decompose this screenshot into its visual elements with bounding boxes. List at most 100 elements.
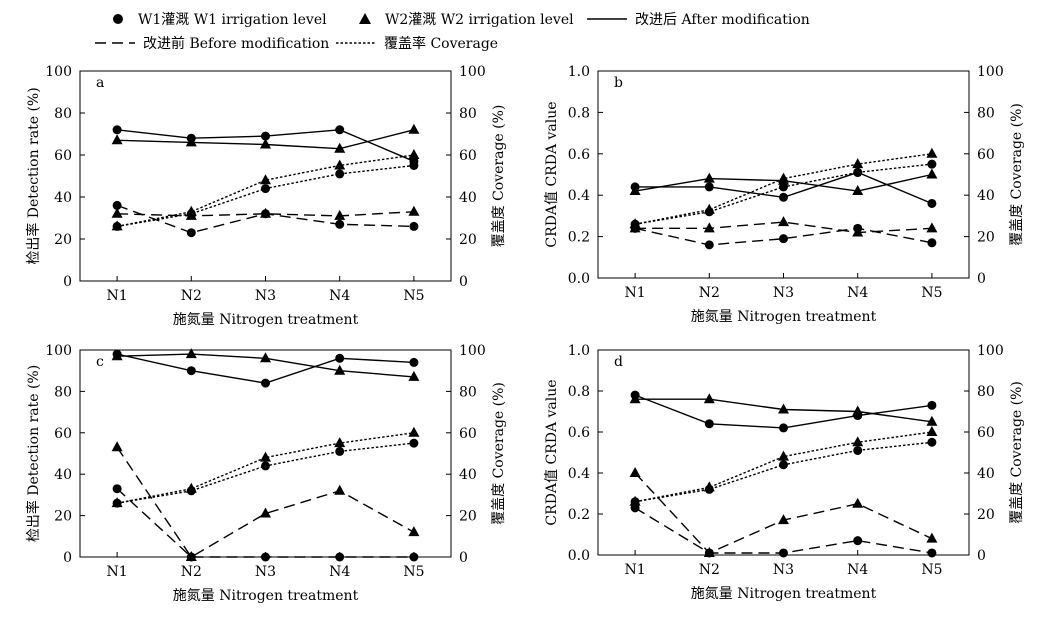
data-point-triangle bbox=[111, 441, 123, 452]
data-point-circle bbox=[409, 438, 419, 448]
y2-tick-label: 20 bbox=[977, 230, 995, 246]
series-line bbox=[634, 472, 933, 554]
data-point-circle bbox=[853, 445, 863, 455]
series-line bbox=[116, 446, 415, 558]
data-point-triangle bbox=[408, 526, 420, 537]
y2-tick-label: 20 bbox=[459, 509, 477, 525]
y2-tick-label: 100 bbox=[459, 343, 486, 359]
y2-tick-label: 60 bbox=[977, 425, 995, 441]
data-point-circle bbox=[335, 353, 345, 363]
y2-axis-label: 覆盖度 Coverage (%) bbox=[1009, 381, 1025, 524]
data-point-circle bbox=[779, 548, 788, 558]
panel-label: a bbox=[96, 75, 104, 91]
legend-marker-circle bbox=[113, 14, 123, 24]
x-tick-label: N1 bbox=[625, 285, 646, 301]
data-point-circle bbox=[779, 234, 788, 244]
data-point-triangle bbox=[260, 352, 271, 363]
x-axis-label: 施氮量 Nitrogen treatment bbox=[691, 586, 877, 602]
data-point-circle bbox=[779, 182, 788, 192]
x-tick-label: N4 bbox=[847, 562, 868, 578]
y2-tick-label: 60 bbox=[459, 426, 477, 442]
legend-label: W1灌溉 W1 irrigation level bbox=[138, 12, 327, 28]
data-point-triangle bbox=[926, 168, 938, 179]
series-line bbox=[116, 432, 414, 504]
y2-tick-label: 20 bbox=[977, 507, 995, 523]
legend-label: 改进前 Before modification bbox=[143, 35, 329, 52]
x-tick-label: N5 bbox=[921, 562, 942, 578]
data-point-triangle bbox=[629, 467, 641, 477]
y-tick-label: 0.6 bbox=[568, 147, 590, 163]
data-point-triangle bbox=[334, 159, 346, 170]
y-tick-label: 0.8 bbox=[568, 105, 590, 121]
series-w1-coverage bbox=[112, 438, 419, 508]
data-point-triangle bbox=[185, 551, 197, 561]
legend-item-before: 改进前 Before modification bbox=[95, 35, 329, 52]
legend-item-after: 改进后 After modification bbox=[587, 12, 810, 28]
data-point-circle bbox=[779, 423, 788, 433]
series-line bbox=[634, 431, 932, 503]
y2-axis-label: 覆盖度 Coverage (%) bbox=[491, 382, 507, 525]
data-point-triangle bbox=[926, 415, 938, 426]
series-w2-coverage bbox=[629, 147, 938, 229]
data-point-circle bbox=[112, 200, 122, 210]
data-point-triangle bbox=[334, 364, 346, 375]
data-point-triangle bbox=[334, 484, 346, 495]
data-point-circle bbox=[927, 437, 937, 447]
data-point-circle bbox=[335, 446, 345, 456]
legend-label: 改进后 After modification bbox=[635, 12, 810, 28]
data-point-triangle bbox=[111, 207, 123, 218]
data-point-triangle bbox=[629, 218, 641, 229]
data-point-triangle bbox=[408, 426, 420, 437]
y-axis-label: 检出率 Detection rate (%) bbox=[25, 87, 42, 264]
y-tick-label: 0.8 bbox=[568, 384, 590, 400]
y-tick-label: 0.0 bbox=[568, 271, 590, 287]
data-point-circle bbox=[779, 460, 788, 470]
legend-label: 覆盖率 Coverage bbox=[384, 35, 498, 52]
y-tick-label: 0.6 bbox=[568, 425, 590, 441]
panel-d: d 0.0 0.2 0.4 0.6 0.8 1.0 0 20 40 60 80 100 N1 N2 N3 N4 N… bbox=[544, 343, 1025, 602]
data-point-triangle bbox=[111, 350, 123, 361]
x-tick-label: N3 bbox=[773, 562, 794, 578]
data-point-circle bbox=[409, 552, 419, 562]
x-tick-label: N5 bbox=[403, 564, 424, 580]
x-tick-label: N4 bbox=[847, 285, 868, 301]
x-tick-label: N4 bbox=[329, 564, 350, 580]
panel-b: b 0.0 0.2 0.4 0.6 0.8 1.0 0 20 40 60 80 100 N1 N2 N3 N4 N… bbox=[544, 64, 1025, 325]
data-point-triangle bbox=[703, 393, 715, 404]
data-point-triangle bbox=[852, 405, 864, 416]
data-point-triangle bbox=[260, 138, 271, 149]
panel-label: d bbox=[614, 354, 623, 370]
data-point-circle bbox=[704, 419, 714, 429]
data-point-circle bbox=[112, 484, 122, 494]
y-axis-label: CRDA值 CRDA value bbox=[544, 101, 560, 247]
data-point-triangle bbox=[260, 507, 271, 518]
y-tick-label: 0 bbox=[63, 274, 72, 290]
data-point-triangle bbox=[629, 185, 641, 196]
data-point-circle bbox=[704, 182, 714, 192]
data-point-triangle bbox=[926, 426, 938, 436]
data-point-circle bbox=[112, 125, 122, 135]
data-point-triangle bbox=[703, 546, 715, 557]
y2-tick-label: 40 bbox=[459, 190, 477, 206]
x-tick-label: N2 bbox=[699, 562, 720, 578]
data-point-triangle bbox=[260, 207, 271, 218]
y-tick-label: 40 bbox=[54, 467, 72, 483]
data-point-triangle bbox=[629, 495, 641, 506]
data-point-circle bbox=[927, 198, 937, 208]
data-point-circle bbox=[927, 548, 937, 558]
y-tick-label: 1.0 bbox=[568, 343, 590, 359]
data-point-circle bbox=[335, 219, 345, 229]
x-tick-label: N5 bbox=[921, 285, 942, 301]
y2-tick-label: 0 bbox=[977, 271, 986, 287]
y2-tick-label: 60 bbox=[977, 147, 995, 163]
y2-tick-label: 80 bbox=[977, 105, 995, 121]
data-point-triangle bbox=[852, 497, 864, 508]
y-tick-label: 0.0 bbox=[568, 548, 590, 564]
panel-label: c bbox=[96, 354, 104, 370]
legend-marker-triangle bbox=[359, 13, 371, 24]
data-point-circle bbox=[927, 400, 937, 410]
data-point-triangle bbox=[926, 147, 938, 158]
y2-tick-label: 40 bbox=[977, 466, 995, 482]
data-point-triangle bbox=[260, 451, 271, 462]
